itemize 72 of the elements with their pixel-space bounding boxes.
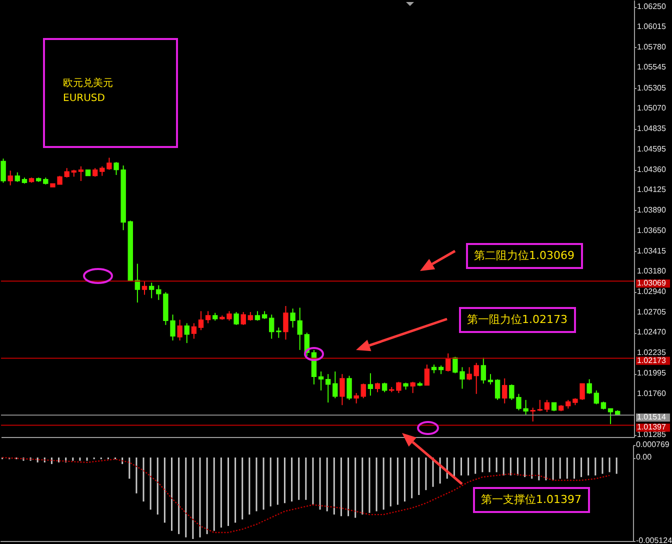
title-box: 欧元兑美元 EURUSD — [43, 38, 178, 148]
candlestick — [374, 382, 380, 393]
candlestick — [382, 382, 388, 393]
y-tick-label: 1.04360 — [637, 164, 666, 174]
y-tick-label: 0.00 — [636, 452, 652, 462]
candlestick — [332, 370, 338, 399]
candlestick — [318, 370, 324, 391]
candlestick — [240, 312, 246, 326]
candlestick — [502, 378, 508, 404]
y-tick-label: 1.04835 — [637, 124, 666, 133]
y-tick-label: 1.05545 — [637, 62, 666, 72]
candlestick — [368, 372, 374, 396]
line-series — [2, 456, 610, 534]
y-tick-label: 1.01285 — [637, 430, 666, 439]
candlestick — [269, 314, 274, 340]
candlestick — [198, 310, 204, 331]
y-tick-label: 0.000769 — [636, 440, 670, 449]
y-tick-label: 1.01760 — [637, 388, 666, 398]
ref-line-label: 1.01514 — [637, 412, 666, 422]
y-tick-label: 1.01995 — [637, 368, 666, 378]
candlestick — [191, 322, 197, 340]
candlestick — [360, 383, 366, 399]
candlestick — [446, 352, 451, 372]
y-tick-label: 1.02470 — [637, 328, 666, 337]
candlestick — [14, 172, 20, 182]
y-tick-label: 1.05305 — [637, 83, 666, 92]
annotation: 第一支撑位1.01397 — [473, 487, 590, 513]
candlestick — [530, 407, 536, 422]
candlestick — [586, 378, 592, 394]
y-tick-label: -0.005124 — [636, 536, 672, 544]
candlestick — [78, 166, 84, 182]
annotation: 第二阻力位1.03069 — [466, 243, 582, 269]
ref-line-label: 1.03069 — [637, 278, 666, 288]
candlestick — [354, 392, 359, 404]
y-tick-label: 1.03415 — [637, 246, 666, 256]
candlestick — [480, 357, 486, 384]
candlestick — [148, 282, 154, 299]
y-tick-label: 1.02235 — [637, 348, 666, 357]
candlestick — [537, 399, 543, 412]
candlestick — [184, 322, 190, 344]
y-tick-label: 1.06015 — [637, 22, 666, 32]
candlestick — [254, 310, 260, 322]
ref-line-label: 1.01397 — [637, 422, 666, 432]
candlestick — [142, 280, 148, 296]
y-tick-label: 1.03180 — [637, 266, 666, 276]
y-tick-label: 1.02940 — [637, 287, 666, 296]
candlestick — [325, 374, 331, 404]
candlestick — [0, 158, 6, 184]
candlestick — [177, 319, 182, 341]
candlestick — [283, 305, 288, 340]
candlestick — [276, 327, 282, 338]
candlestick — [8, 170, 13, 186]
y-tick-label: 1.04595 — [637, 144, 666, 154]
y-tick-label: 1.05780 — [637, 42, 666, 52]
candlestick — [494, 378, 500, 400]
y-tick-label: 1.04125 — [637, 185, 666, 194]
y-tick-label: 1.03890 — [637, 205, 666, 214]
y-tick-label: 1.06250 — [637, 2, 666, 11]
candlestick — [340, 374, 345, 406]
candlestick — [544, 399, 550, 413]
candlestick — [594, 390, 599, 405]
y-tick-label: 1.02705 — [637, 307, 666, 316]
ref-line-label: 1.02173 — [637, 356, 666, 365]
annotation: 第一阻力位1.02173 — [459, 307, 576, 333]
candlestick — [346, 375, 352, 400]
candlestick — [424, 364, 430, 386]
y-tick-label: 1.05070 — [637, 104, 666, 113]
y-tick-label: 1.03650 — [637, 226, 666, 235]
candlestick — [410, 381, 416, 394]
candlestick — [608, 408, 614, 425]
candlestick — [205, 310, 211, 324]
candlestick — [234, 312, 239, 326]
